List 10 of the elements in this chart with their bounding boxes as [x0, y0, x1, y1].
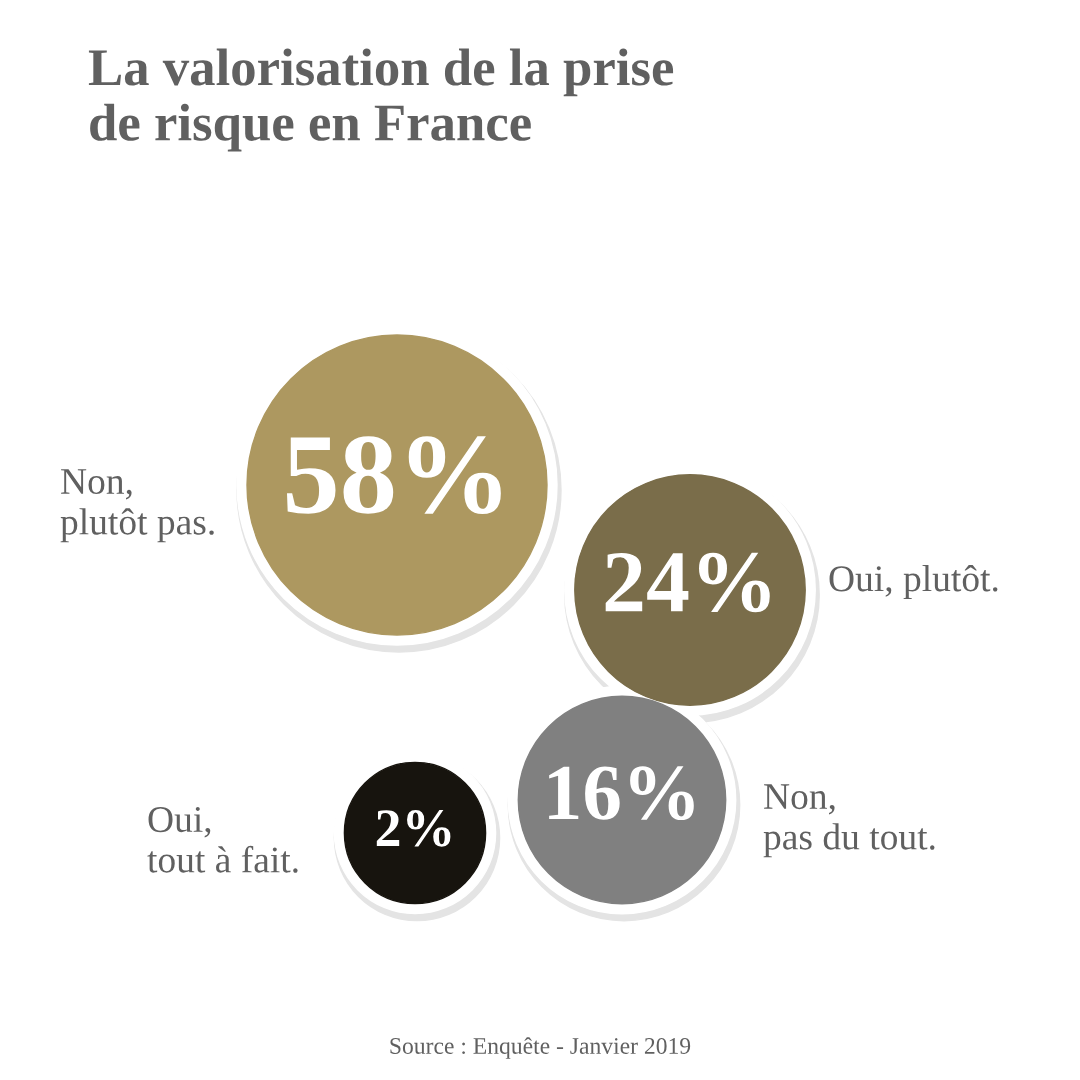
text: La valorisation de la prise de risque en France	[88, 48, 674, 152]
data-label: 58%	[287, 436, 501, 515]
category-label: Non, pas du tout.	[763, 784, 935, 858]
category-label: Oui, tout à fait.	[147, 806, 298, 873]
data-label: 24%	[605, 552, 770, 613]
data-label: 2%	[376, 810, 451, 847]
data-label: 16%	[549, 766, 694, 821]
category-label: Oui, plutôt.	[829, 564, 998, 600]
category-label: Non, plutôt pas.	[60, 469, 214, 543]
source-note: Source : Enquête - Janvier 2019	[390, 1037, 691, 1059]
